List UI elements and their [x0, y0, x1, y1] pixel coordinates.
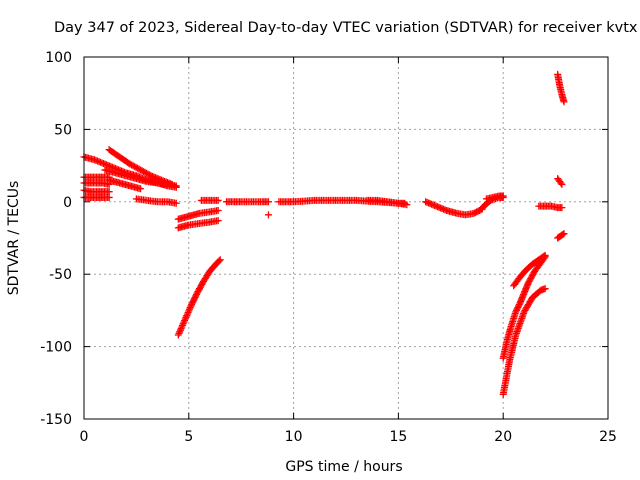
- series-arc-14: [223, 198, 272, 206]
- data-point: [128, 161, 136, 169]
- y-axis-label: SDTVAR / TECUs: [6, 181, 22, 296]
- x-tick-label: 10: [285, 429, 303, 445]
- data-point: [179, 321, 187, 329]
- series-arc-15: [264, 211, 272, 219]
- data-point: [560, 98, 568, 106]
- data-point: [558, 180, 566, 188]
- data-point: [186, 304, 194, 312]
- data-point: [176, 326, 184, 334]
- y-tick-label: 0: [63, 195, 72, 211]
- series-arc-20: [482, 192, 507, 203]
- data-point: [135, 165, 143, 173]
- data-point: [144, 170, 152, 178]
- series-arc-8: [105, 176, 145, 193]
- x-tick-label: 5: [184, 429, 193, 445]
- data-point: [131, 163, 139, 171]
- data-point: [499, 192, 507, 200]
- series-arc-4: [80, 186, 113, 196]
- data-point: [214, 206, 222, 214]
- y-tick-label: -150: [40, 412, 72, 428]
- data-point: [541, 251, 549, 259]
- data-point: [179, 320, 187, 328]
- series-arc-11: [174, 217, 222, 232]
- data-points: [80, 70, 568, 398]
- series-arc-6: [105, 146, 176, 188]
- data-point: [172, 199, 180, 207]
- data-point: [185, 307, 193, 315]
- x-tick-label: 20: [494, 429, 512, 445]
- series-arc-10: [174, 206, 222, 223]
- series-arc-27: [554, 70, 568, 106]
- y-tick-label: 50: [54, 122, 72, 138]
- data-point: [214, 196, 222, 204]
- data-point: [214, 217, 222, 225]
- data-point: [181, 317, 189, 325]
- data-point: [183, 312, 191, 320]
- series-arc-23: [510, 251, 549, 290]
- data-point: [146, 171, 154, 179]
- data-point: [180, 318, 188, 326]
- grid: [84, 57, 608, 419]
- series-arc-13: [174, 256, 224, 339]
- data-point: [560, 230, 568, 238]
- data-point: [557, 179, 565, 187]
- y-tick-label: -100: [40, 340, 72, 356]
- data-point: [140, 168, 148, 176]
- data-point: [137, 185, 145, 193]
- data-point: [105, 193, 113, 201]
- data-point: [134, 164, 142, 172]
- x-tick-label: 0: [80, 429, 89, 445]
- data-point: [558, 204, 566, 212]
- data-point: [174, 331, 182, 339]
- series-arc-17: [363, 196, 409, 207]
- data-point: [184, 308, 192, 316]
- data-point: [178, 323, 186, 331]
- axis-ticks: 0 5 10 15 20 25 -150 -100 -50 0 50 100: [40, 50, 617, 445]
- series-arc-7: [101, 166, 180, 190]
- data-point: [264, 198, 272, 206]
- series-arc-18: [422, 198, 486, 219]
- data-point: [541, 285, 549, 293]
- y-tick-label: 100: [45, 50, 72, 66]
- data-point: [182, 313, 190, 321]
- y-tick-label: -50: [49, 267, 72, 283]
- data-point: [181, 315, 189, 323]
- data-point: [264, 211, 272, 219]
- data-point: [401, 199, 409, 207]
- data-point: [559, 230, 567, 238]
- series-arc-24: [535, 202, 566, 212]
- data-point: [183, 310, 191, 318]
- data-point: [540, 252, 548, 260]
- data-point: [137, 166, 145, 174]
- series-arc-26: [554, 175, 566, 188]
- series-arc-21: [499, 285, 549, 398]
- plot-frame: [83, 56, 609, 420]
- series-arc-5: [80, 193, 113, 201]
- series-arc-3: [80, 179, 113, 188]
- data-point: [126, 160, 134, 168]
- series-arc-25: [554, 230, 568, 242]
- x-tick-label: 15: [389, 429, 407, 445]
- x-tick-label: 25: [599, 429, 617, 445]
- data-point: [215, 257, 223, 265]
- data-point: [216, 256, 224, 264]
- data-point: [172, 182, 180, 190]
- data-point: [176, 328, 184, 336]
- data-point: [132, 163, 140, 171]
- series-arc-12: [197, 196, 222, 204]
- data-point: [177, 325, 185, 333]
- data-point: [185, 305, 193, 313]
- data-point: [141, 168, 149, 176]
- series-arc-22: [499, 253, 549, 362]
- series-arc-9: [132, 195, 180, 207]
- data-point: [143, 169, 151, 177]
- x-axis-label: GPS time / hours: [285, 459, 402, 475]
- chart-title: Day 347 of 2023, Sidereal Day-to-day VTE…: [54, 20, 638, 36]
- data-point: [138, 167, 146, 175]
- data-point: [129, 162, 137, 170]
- data-point: [175, 329, 183, 337]
